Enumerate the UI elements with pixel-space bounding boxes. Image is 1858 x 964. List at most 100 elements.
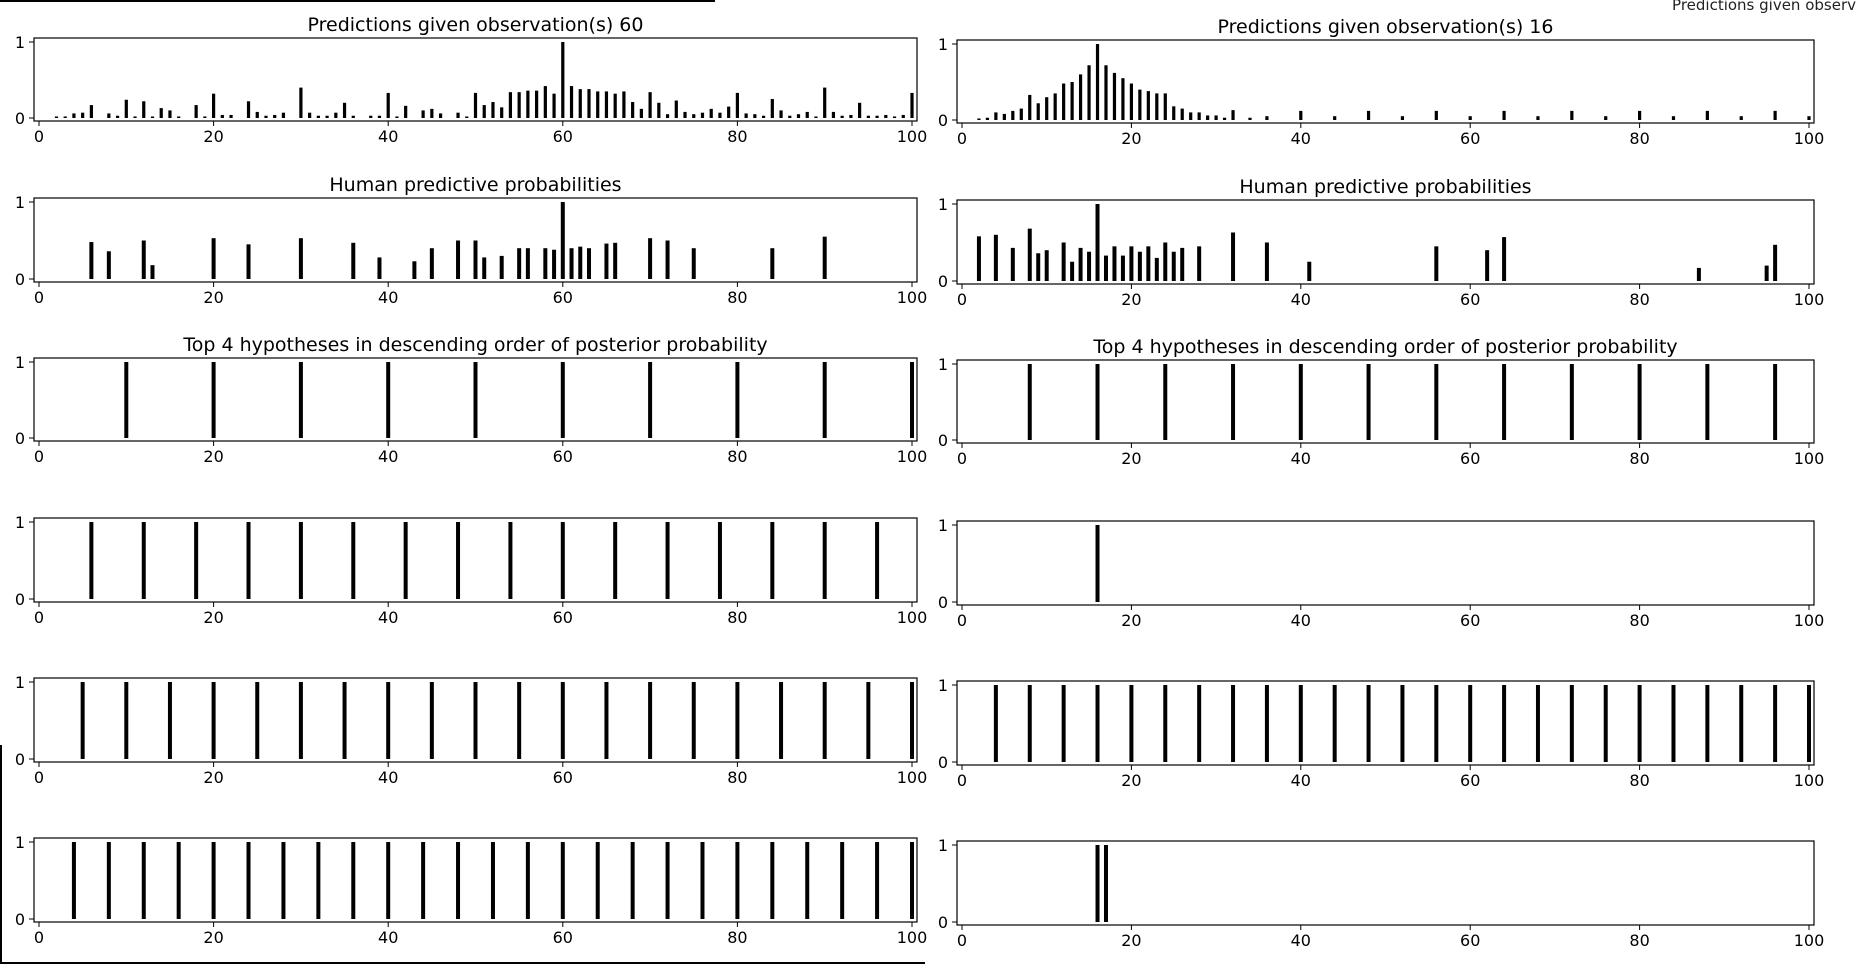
bar — [822, 362, 827, 438]
bar — [316, 115, 320, 118]
bar — [1298, 364, 1303, 440]
bar — [525, 248, 530, 279]
x-tick-label: 20 — [203, 127, 223, 146]
bar — [1214, 115, 1218, 120]
bar — [1103, 845, 1108, 922]
x-tick-label: 100 — [1794, 290, 1825, 309]
bar — [1163, 242, 1168, 281]
bar — [560, 682, 565, 759]
bar — [351, 115, 355, 118]
bar — [72, 113, 76, 118]
bar — [1366, 685, 1371, 762]
bar — [1155, 93, 1159, 120]
y-tick-label: 1 — [938, 355, 948, 374]
bar — [578, 246, 583, 279]
y-tick-label: 1 — [15, 353, 25, 372]
bar — [351, 242, 356, 279]
chart-panel-right-5: 0 20 40 60 80 100 0 1 — [938, 676, 1824, 790]
x-tick-label: 0 — [957, 611, 967, 630]
bar — [491, 102, 495, 118]
bar — [517, 248, 522, 279]
bar — [203, 116, 207, 118]
bar — [281, 112, 286, 118]
x-tick-label: 60 — [1460, 611, 1480, 630]
bar — [1045, 97, 1049, 120]
x-tick-label: 20 — [1121, 129, 1141, 148]
bar — [71, 842, 76, 919]
chart-title: Top 4 hypotheses in descending order of … — [182, 334, 767, 356]
bar — [421, 842, 426, 919]
bar — [1087, 65, 1091, 120]
bar — [1129, 83, 1133, 120]
bar — [54, 116, 59, 118]
bar — [1112, 246, 1117, 281]
bar — [613, 93, 617, 118]
bar — [167, 682, 172, 759]
bar — [465, 116, 469, 118]
bar — [1604, 116, 1608, 120]
bar — [840, 115, 844, 118]
bar — [910, 842, 914, 919]
bar — [1027, 228, 1032, 281]
bar — [63, 116, 67, 118]
bar — [1095, 845, 1100, 922]
x-tick-label: 60 — [1460, 931, 1480, 950]
bar — [1264, 242, 1269, 281]
bar — [1400, 685, 1405, 762]
bar — [1078, 247, 1083, 281]
chart-title: Top 4 hypotheses in descending order of … — [1092, 336, 1677, 358]
bar — [377, 257, 382, 279]
bar — [438, 113, 443, 118]
bar — [1671, 116, 1676, 120]
bar — [246, 101, 251, 118]
bar — [1366, 110, 1371, 120]
bar — [246, 522, 251, 599]
chart-panel-left-1: Predictions given observation(s) 60 0 20 40… — [15, 14, 927, 146]
bar — [1036, 103, 1040, 120]
plot-area-frame — [956, 520, 1815, 606]
plot-area-frame — [33, 837, 918, 923]
x-tick-label: 40 — [378, 928, 398, 947]
bar — [1070, 261, 1075, 281]
bar — [1485, 250, 1490, 281]
x-tick-label: 80 — [1629, 931, 1649, 950]
bar — [770, 248, 775, 279]
bar — [665, 114, 670, 118]
bar — [1637, 685, 1642, 762]
x-tick-label: 20 — [1121, 611, 1141, 630]
bar — [866, 682, 871, 759]
bar — [657, 102, 661, 118]
bar — [709, 108, 713, 118]
x-tick-label: 80 — [727, 288, 747, 307]
bar — [273, 114, 277, 118]
bar — [770, 522, 775, 599]
bar — [561, 42, 565, 118]
bar — [674, 100, 678, 118]
bar — [700, 842, 705, 919]
x-tick-label: 0 — [34, 928, 44, 947]
bar — [264, 115, 268, 118]
bar — [613, 522, 618, 599]
chart-panel-right-1: Predictions given observation(s) 16 0 20 40… — [938, 16, 1824, 148]
bar — [369, 115, 373, 118]
bar — [1189, 112, 1193, 120]
bar — [168, 110, 172, 118]
bar — [386, 362, 391, 438]
bar — [490, 842, 495, 919]
bar — [211, 682, 216, 759]
bar — [517, 92, 521, 118]
bar — [779, 682, 784, 759]
bar — [993, 685, 998, 762]
chart-panel-right-6: 0 20 40 60 80 100 0 1 — [938, 836, 1824, 950]
x-tick-label: 0 — [34, 768, 44, 787]
bar — [1206, 115, 1210, 120]
bar — [1154, 257, 1159, 281]
bar — [508, 92, 513, 118]
bar — [569, 86, 574, 118]
bar — [211, 362, 216, 438]
bar — [1180, 247, 1185, 281]
bar — [229, 114, 233, 118]
bar — [1502, 685, 1507, 762]
bar — [648, 682, 653, 759]
